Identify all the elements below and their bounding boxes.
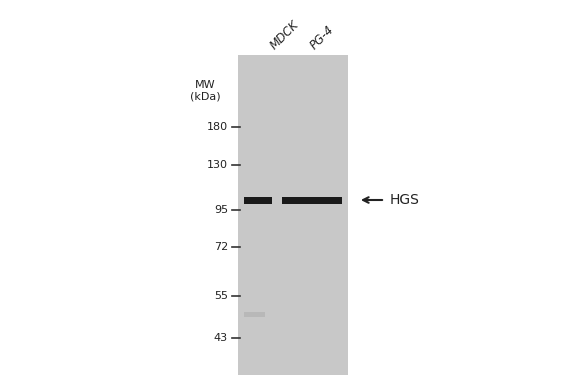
Text: 95: 95 bbox=[214, 205, 228, 215]
Text: 72: 72 bbox=[214, 242, 228, 252]
Text: MDCK: MDCK bbox=[268, 18, 302, 52]
Bar bbox=[244, 311, 265, 316]
Text: MW
(kDa): MW (kDa) bbox=[190, 80, 221, 102]
Text: 130: 130 bbox=[207, 160, 228, 170]
Text: HGS: HGS bbox=[390, 193, 420, 207]
Bar bbox=[244, 197, 272, 203]
Text: PG-4: PG-4 bbox=[308, 23, 337, 52]
Text: 43: 43 bbox=[214, 333, 228, 343]
Bar bbox=[282, 197, 342, 203]
Text: 55: 55 bbox=[214, 291, 228, 301]
Text: 180: 180 bbox=[207, 122, 228, 132]
Bar bbox=[238, 55, 348, 375]
